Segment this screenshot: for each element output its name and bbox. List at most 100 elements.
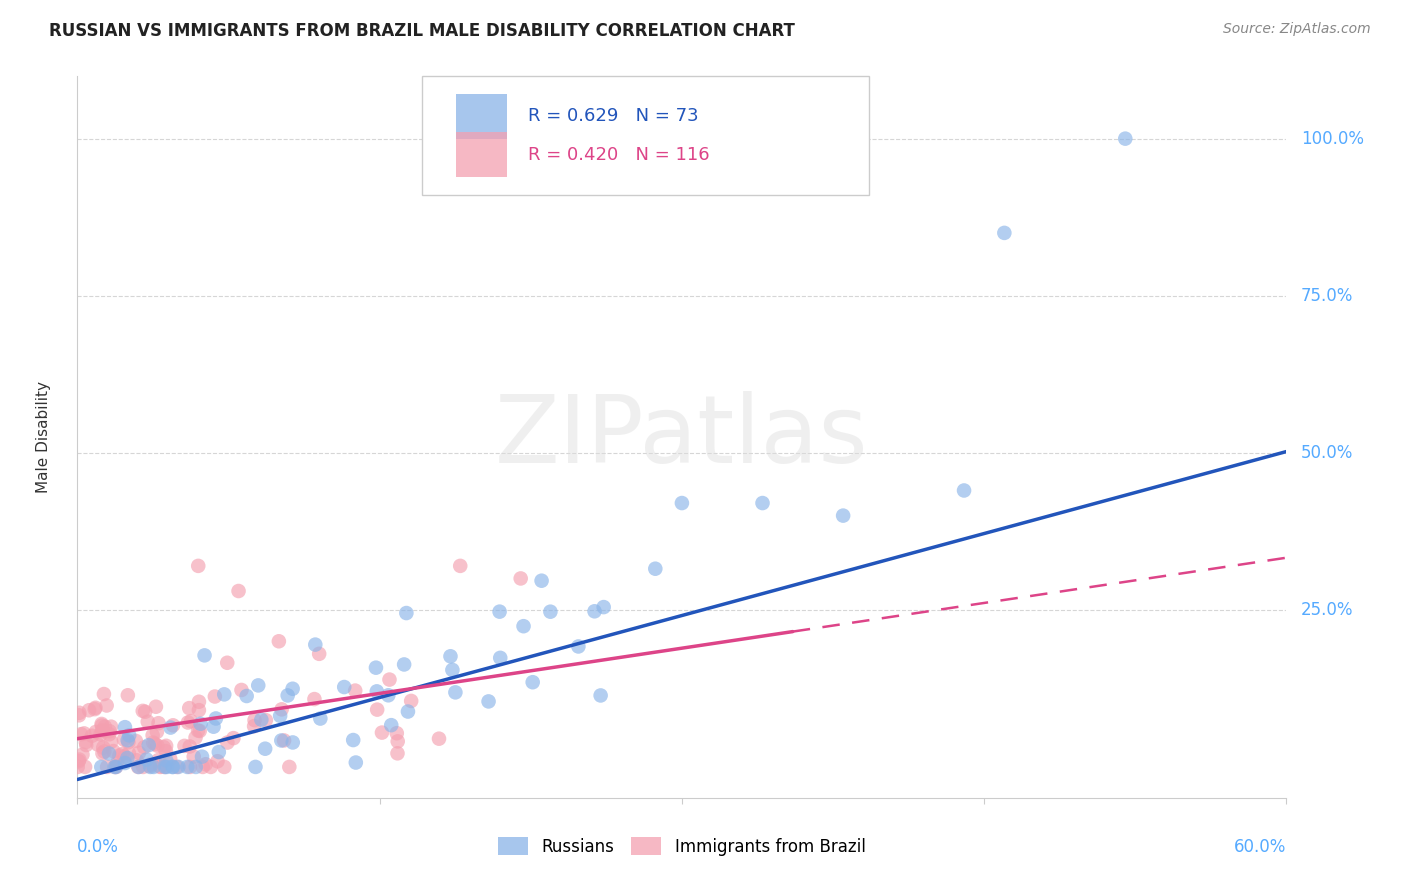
Point	[509, 571, 531, 585]
Point	[538, 605, 561, 619]
Point	[832, 508, 855, 523]
Point	[304, 638, 326, 652]
Point	[304, 692, 326, 706]
Point	[132, 704, 155, 718]
Point	[173, 739, 195, 753]
Point	[91, 747, 114, 761]
Point	[187, 723, 209, 738]
Point	[179, 739, 201, 754]
Point	[75, 735, 97, 749]
Point	[644, 562, 666, 576]
Point	[392, 657, 415, 672]
Point	[583, 604, 606, 618]
Point	[114, 756, 136, 770]
Point	[155, 739, 177, 753]
Point	[444, 685, 467, 699]
Point	[96, 698, 118, 713]
Point	[395, 606, 418, 620]
Point	[187, 558, 209, 573]
Point	[86, 738, 108, 752]
Point	[162, 718, 184, 732]
Point	[281, 681, 304, 696]
Point	[512, 619, 534, 633]
Point	[104, 760, 127, 774]
Point	[83, 702, 105, 716]
Point	[72, 747, 94, 762]
Point	[134, 705, 156, 719]
Point	[117, 735, 139, 749]
Point	[98, 727, 121, 741]
Point	[128, 760, 150, 774]
Legend: Russians, Immigrants from Brazil: Russians, Immigrants from Brazil	[492, 830, 872, 863]
Point	[100, 734, 122, 748]
Point	[396, 705, 419, 719]
Point	[136, 714, 159, 729]
Point	[98, 724, 121, 739]
Point	[342, 733, 364, 747]
Point	[522, 675, 544, 690]
Point	[184, 731, 207, 745]
Point	[214, 760, 236, 774]
Point	[179, 701, 201, 715]
Point	[159, 752, 181, 766]
Point	[90, 718, 112, 732]
Point	[217, 656, 239, 670]
Point	[90, 717, 112, 731]
Point	[103, 744, 125, 758]
Point	[344, 756, 367, 770]
Point	[142, 736, 165, 750]
Point	[344, 683, 367, 698]
FancyBboxPatch shape	[422, 76, 869, 195]
Point	[193, 648, 215, 663]
Point	[125, 753, 148, 767]
Point	[278, 760, 301, 774]
Point	[80, 729, 103, 743]
Point	[489, 651, 512, 665]
Point	[104, 760, 127, 774]
Point	[187, 695, 209, 709]
Point	[134, 740, 156, 755]
Point	[105, 756, 128, 770]
Point	[309, 712, 332, 726]
Point	[200, 760, 222, 774]
Text: 25.0%: 25.0%	[1301, 601, 1354, 619]
Text: Source: ZipAtlas.com: Source: ZipAtlas.com	[1223, 22, 1371, 37]
Text: 0.0%: 0.0%	[77, 838, 120, 856]
Point	[222, 731, 245, 746]
Point	[277, 689, 299, 703]
Text: R = 0.420   N = 116: R = 0.420 N = 116	[529, 145, 710, 163]
Point	[364, 661, 387, 675]
Point	[77, 703, 100, 717]
Point	[188, 723, 211, 738]
Point	[91, 740, 114, 755]
Point	[143, 737, 166, 751]
Point	[250, 713, 273, 727]
Point	[592, 600, 614, 615]
Point	[142, 760, 165, 774]
Point	[149, 759, 172, 773]
Point	[139, 757, 162, 772]
Point	[245, 760, 267, 774]
Point	[127, 760, 149, 774]
Text: 75.0%: 75.0%	[1301, 286, 1354, 305]
Point	[183, 749, 205, 764]
Point	[371, 725, 394, 739]
Point	[205, 711, 228, 725]
Point	[177, 715, 200, 730]
Text: RUSSIAN VS IMMIGRANTS FROM BRAZIL MALE DISABILITY CORRELATION CHART: RUSSIAN VS IMMIGRANTS FROM BRAZIL MALE D…	[49, 22, 794, 40]
Point	[125, 734, 148, 748]
Point	[231, 683, 253, 698]
Point	[477, 694, 499, 708]
Point	[207, 754, 229, 768]
Point	[67, 753, 90, 767]
Point	[155, 744, 177, 758]
Point	[91, 724, 114, 739]
Point	[270, 733, 292, 747]
Point	[139, 760, 162, 774]
Point	[180, 714, 202, 728]
Point	[117, 751, 139, 765]
Point	[138, 759, 160, 773]
Point	[84, 700, 107, 714]
Point	[993, 226, 1015, 240]
Point	[91, 723, 114, 738]
